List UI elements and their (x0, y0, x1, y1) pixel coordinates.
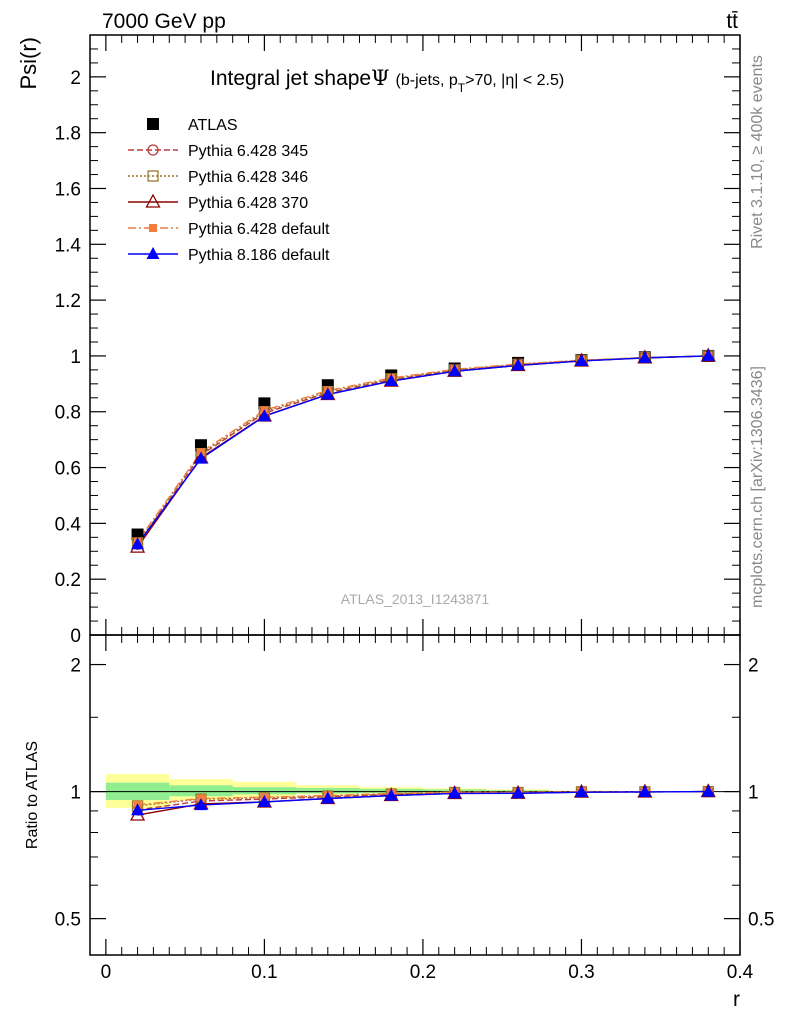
main-y-tick-label: 2 (70, 68, 81, 89)
ratio-plot-frame (89, 634, 741, 956)
rivet-version-label: Rivet 3.1.10, ≥ 400k events (749, 55, 766, 249)
ratio-line-p345 (137, 790, 709, 811)
legend-marker-atlas (147, 118, 159, 130)
x-tick-label: 0.1 (251, 962, 277, 983)
main-line-p345 (136, 355, 709, 545)
main-point-p8def (257, 409, 271, 422)
main-point-p8def (511, 358, 525, 371)
legend-marker-p370 (145, 193, 161, 208)
legend-label-atlas: ATLAS (188, 117, 238, 134)
legend-label-p370: Pythia 6.428 370 (188, 195, 308, 212)
ratio-point-p8def (257, 794, 271, 807)
ratio-y-tick-label: 1 (70, 783, 81, 804)
ratio-point-p8def (511, 786, 525, 799)
ratio-y-axis-label: Ratio to ATLAS (24, 741, 41, 849)
ratio-y-tick-label: 0.5 (55, 910, 81, 931)
main-y-axis-label: Psi(r) (16, 37, 41, 90)
main-y-tick-label: 0.8 (55, 403, 81, 424)
legend: ATLAS Pythia 6.428 345 Pythia 6.428 346 Pyt… (128, 117, 330, 264)
legend-marker-p8def (146, 247, 160, 259)
title-sub2: >70, |η| < 2.5) (465, 72, 564, 89)
title-sub-T: T (458, 81, 466, 95)
main-y-tick-label: 1.4 (55, 235, 82, 256)
main-y-tick-label: 0 (70, 626, 81, 647)
main-series (129, 347, 716, 553)
legend-marker-p6def (149, 224, 157, 232)
main-line-p6def (136, 355, 709, 542)
header-process: tt̄ (726, 10, 738, 33)
x-tick-label: 0.3 (568, 962, 594, 983)
title-sub1: (b-jets, p (396, 72, 458, 89)
green-band-bin (232, 787, 297, 795)
analysis-watermark: ATLAS_2013_I1243871 (341, 591, 490, 607)
green-band-bin (169, 785, 233, 797)
ratio-point-p8def (384, 788, 398, 801)
main-axis-ticks: 0 0.2 0.4 0.6 0.8 1 1.2 1.4 1.6 1.8 2 (55, 48, 740, 647)
legend-label-p6def: Pythia 6.428 default (188, 221, 330, 238)
ratio-y-tick-label-right: 2 (748, 656, 759, 677)
main-line-p8def (136, 355, 709, 545)
main-y-tick-label: 0.6 (55, 459, 81, 480)
main-point-p8def (384, 374, 398, 387)
ratio-y-tick-label: 2 (70, 656, 81, 677)
main-line-p370 (136, 355, 709, 548)
ratio-axis-ticks: 0.5 0.5 1 1 2 2 (55, 656, 775, 931)
ratio-point-p8def (448, 786, 462, 799)
x-axis-label: r (733, 988, 740, 1011)
main-y-tick-label: 1 (70, 347, 81, 368)
main-y-tick-label: 0.2 (55, 570, 81, 591)
ratio-point-p8def (131, 803, 145, 816)
main-point-p8def (194, 451, 208, 464)
ratio-y-tick-label-right: 1 (748, 783, 759, 804)
x-tick-label: 0.4 (727, 962, 754, 983)
main-point-p8def (701, 348, 715, 361)
ratio-point-p8def (574, 785, 588, 798)
legend-label-p345: Pythia 6.428 345 (188, 143, 308, 160)
main-point-p8def (321, 387, 335, 400)
main-y-tick-label: 1.8 (55, 124, 81, 145)
plot-title: Integral jet shapeΨ (b-jets, pT>70, |η| <… (210, 66, 564, 95)
legend-marker-p345 (147, 144, 159, 156)
ratio-line-p8def (137, 790, 709, 811)
main-y-tick-label: 0.4 (55, 514, 82, 535)
ratio-point-p8def (194, 798, 208, 811)
legend-marker-p346 (147, 170, 159, 182)
header-energy: 7000 GeV pp (102, 10, 226, 33)
x-axis-ticks: 0 0.1 0.2 0.3 0.4 (89, 35, 754, 983)
ratio-series (129, 783, 716, 821)
main-point-p8def (448, 364, 462, 377)
ratio-point-p8def (638, 784, 652, 797)
main-point-p8def (131, 537, 145, 550)
ratio-y-tick-label-right: 0.5 (748, 910, 774, 931)
ratio-point-p8def (701, 784, 715, 797)
x-tick-label: 0 (101, 962, 112, 983)
legend-label-p346: Pythia 6.428 346 (188, 169, 308, 186)
title-psi: Ψ (371, 66, 389, 90)
main-y-tick-label: 1.6 (55, 179, 81, 200)
main-point-p8def (638, 350, 652, 363)
main-point-p8def (574, 353, 588, 366)
x-tick-label: 0.2 (410, 962, 436, 983)
title-main: Integral jet shape (210, 67, 371, 90)
legend-label-p8def: Pythia 8.186 default (188, 247, 330, 264)
ratio-point-p8def (321, 791, 335, 804)
mcplots-label: mcplots.cern.ch [arXiv:1306.3436] (749, 366, 766, 608)
main-line-p346 (136, 355, 709, 544)
main-y-tick-label: 1.2 (55, 291, 81, 312)
